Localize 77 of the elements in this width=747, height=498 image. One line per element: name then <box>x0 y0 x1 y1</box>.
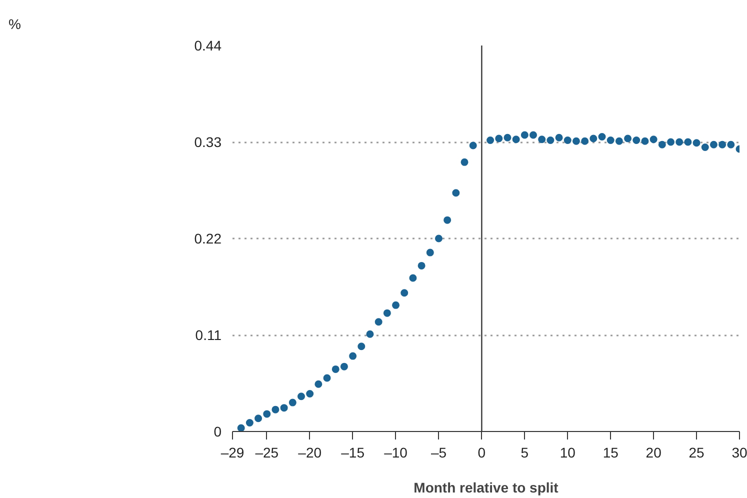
point <box>332 365 340 373</box>
y-tick-label: 0 <box>214 424 222 440</box>
x-tick-label: –5 <box>430 444 447 460</box>
point <box>701 144 709 152</box>
point <box>718 140 726 148</box>
point <box>366 330 374 338</box>
point <box>314 380 322 388</box>
y-tick-label: 0.22 <box>194 230 222 246</box>
x-tick-label: 15 <box>602 444 619 460</box>
point <box>658 140 666 148</box>
point <box>469 142 477 150</box>
point <box>520 131 528 139</box>
point <box>452 189 460 197</box>
y-tick-label: 0.33 <box>194 134 222 150</box>
point <box>237 424 245 432</box>
x-tick-label: –25 <box>255 444 279 460</box>
point <box>349 352 357 360</box>
x-tick-label: 10 <box>560 444 576 460</box>
x-tick-label: 20 <box>646 444 662 460</box>
point <box>323 374 331 382</box>
point <box>263 410 271 418</box>
point <box>495 134 503 142</box>
point <box>383 309 391 317</box>
point <box>426 248 434 256</box>
point <box>392 301 400 309</box>
point <box>641 137 649 145</box>
x-tick-label: 0 <box>478 444 486 460</box>
point <box>418 262 426 270</box>
point <box>598 132 606 140</box>
point <box>590 134 598 142</box>
point <box>667 138 675 146</box>
text: % <box>8 16 21 32</box>
point <box>650 136 658 144</box>
point <box>676 138 684 146</box>
point <box>409 274 417 282</box>
y-tick-label: 0.11 <box>195 327 222 343</box>
point <box>358 342 366 350</box>
x-tick-label: –15 <box>341 444 365 460</box>
x-tick-label: –10 <box>384 444 408 460</box>
point <box>581 137 589 145</box>
point <box>727 140 735 148</box>
x-tick-label: 30 <box>732 444 747 460</box>
point <box>624 134 632 142</box>
point <box>572 137 580 145</box>
point <box>555 134 563 142</box>
point <box>615 137 623 145</box>
point <box>374 318 382 326</box>
point <box>538 136 546 144</box>
x-tick-label: 5 <box>520 444 529 460</box>
point <box>246 418 254 426</box>
point <box>632 136 640 144</box>
y-tick-label: 0.44 <box>194 38 222 54</box>
point <box>288 398 296 406</box>
x-tick-label: –29 <box>220 444 244 460</box>
point <box>710 140 718 148</box>
point <box>684 138 692 146</box>
point <box>434 234 442 242</box>
point <box>340 362 348 370</box>
x-axis-title: Month relative to split <box>414 480 559 496</box>
point <box>297 392 305 400</box>
point <box>486 136 494 144</box>
point <box>400 289 408 297</box>
point <box>512 136 520 144</box>
point <box>306 390 314 398</box>
point <box>606 136 614 144</box>
point <box>564 136 572 144</box>
point <box>504 134 512 142</box>
point <box>530 131 538 139</box>
point <box>444 216 452 224</box>
point <box>546 136 554 144</box>
x-tick-label: –20 <box>298 444 322 460</box>
point <box>460 158 468 166</box>
x-tick-label: 25 <box>688 444 705 460</box>
point <box>692 139 700 147</box>
point <box>280 404 288 412</box>
point <box>272 406 280 414</box>
point <box>254 414 262 422</box>
